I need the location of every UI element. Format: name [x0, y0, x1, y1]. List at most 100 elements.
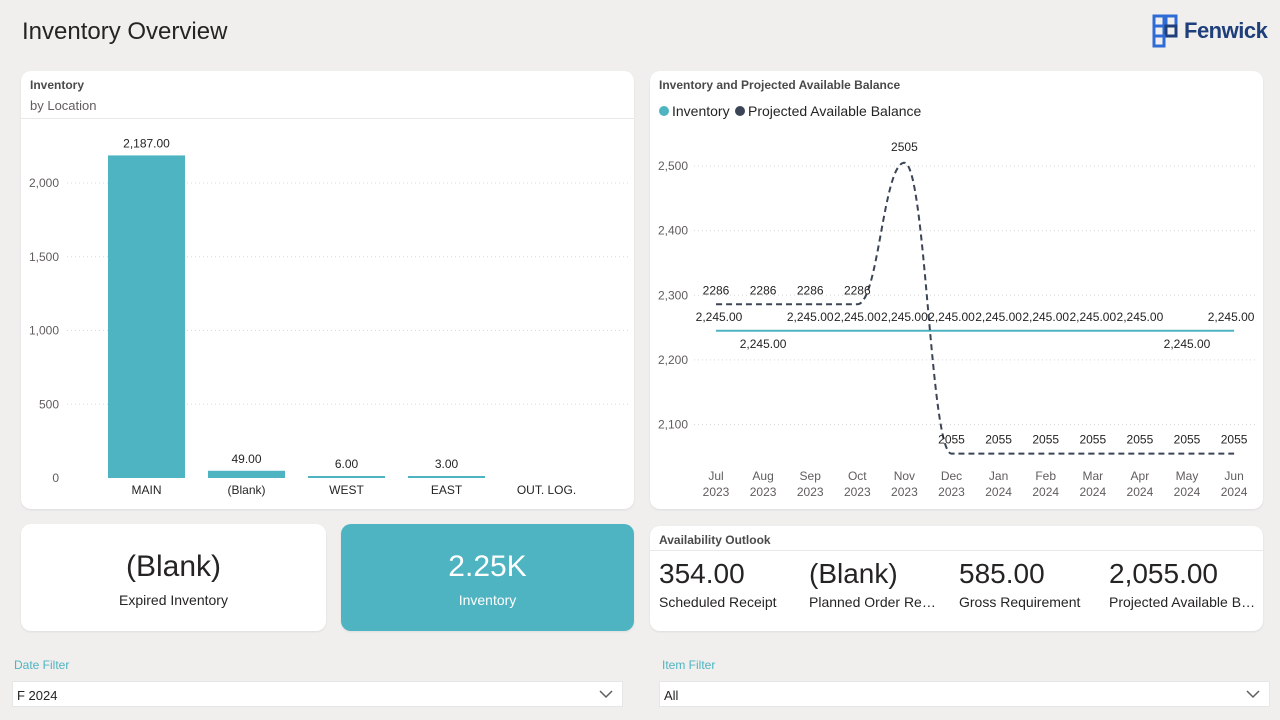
line-y-tick-label: 2,300: [658, 288, 688, 302]
line-x-tick-year: 2024: [1221, 485, 1248, 499]
projected-data-label: 2055: [938, 433, 965, 447]
legend-inventory-label: Inventory: [672, 103, 730, 119]
line-x-tick-month: Nov: [894, 469, 915, 483]
line-chart-title: Inventory and Projected Available Balanc…: [659, 78, 901, 92]
inventory-kpi-value: 2.25K: [448, 550, 527, 583]
outlook-divider: [650, 550, 1263, 551]
projected-data-label: 2286: [703, 283, 730, 297]
gross-requirement-kpi[interactable]: 585.00 Gross Requirement: [959, 558, 1099, 610]
line-y-tick-label: 2,200: [658, 353, 688, 367]
line-x-tick-month: Oct: [848, 469, 867, 483]
gross-requirement-value: 585.00: [959, 558, 1045, 589]
legend-projected-label: Projected Available Balance: [748, 103, 922, 119]
line-x-tick-month: Mar: [1082, 469, 1103, 483]
outlook-title: Availability Outlook: [659, 533, 771, 547]
scheduled-receipt-label: Scheduled Receipt: [659, 594, 777, 610]
inventory-data-label: 2,245.00: [975, 310, 1022, 324]
bar-y-tick-label: 2,000: [29, 176, 59, 190]
inventory-data-label: 2,245.00: [834, 310, 881, 324]
line-x-tick-year: 2023: [750, 485, 777, 499]
line-chart[interactable]: Inventory Projected Available Balance 2,10…: [650, 71, 1263, 509]
projected-balance-value: 2,055.00: [1109, 558, 1218, 589]
line-x-tick-month: Aug: [752, 469, 773, 483]
inventory-data-label: 2,245.00: [787, 310, 834, 324]
line-x-tick-month: Sep: [800, 469, 822, 483]
date-filter-value: F 2024: [17, 688, 58, 703]
projected-balance-kpi[interactable]: 2,055.00 Projected Available Balance: [1109, 558, 1259, 610]
bar-data-label: 2,187.00: [123, 136, 170, 150]
expired-inventory-label: Expired Inventory: [119, 592, 228, 608]
projected-data-label: 2286: [844, 283, 871, 297]
planned-order-receipt-label: Planned Order Receipt: [809, 594, 941, 610]
inventory-data-label: 2,245.00: [928, 310, 975, 324]
line-x-tick-year: 2023: [797, 485, 824, 499]
inventory-kpi-card[interactable]: 2.25K Inventory: [341, 524, 634, 631]
projected-data-label: 2055: [1221, 433, 1248, 447]
legend-inventory-marker: [659, 106, 669, 116]
inventory-by-location-card[interactable]: Inventory by Location 0 500 1,000 1,500 2,00…: [21, 71, 634, 509]
chevron-down-icon[interactable]: [1245, 687, 1261, 701]
line-x-tick-month: May: [1176, 469, 1199, 483]
line-x-tick-month: Apr: [1131, 469, 1150, 483]
expired-inventory-value: (Blank): [125, 550, 222, 583]
bar-data-label: 3.00: [435, 457, 459, 471]
bar-x-tick-label: (Blank): [227, 483, 265, 497]
inventory-projection-card[interactable]: Inventory and Projected Available Balanc…: [650, 71, 1263, 509]
logo-text: Fenwick: [1184, 18, 1268, 43]
projected-balance-label: Projected Available Balance: [1109, 594, 1259, 610]
line-x-tick-month: Jul: [708, 469, 723, 483]
bar-east: [408, 476, 485, 478]
date-filter-dropdown[interactable]: F 2024: [12, 681, 623, 707]
inventory-data-label: 2,245.00: [1208, 310, 1255, 324]
date-filter-label: Date Filter: [14, 658, 70, 672]
line-y-tick-label: 2,100: [658, 418, 688, 432]
bar-chart-subtitle: by Location: [30, 98, 97, 113]
bar-y-tick-label: 0: [52, 471, 59, 485]
item-filter-dropdown[interactable]: All: [659, 681, 1270, 707]
fenwick-logo-icon: [1152, 14, 1178, 48]
line-x-tick-year: 2024: [1079, 485, 1106, 499]
inventory-data-label: 2,245.00: [696, 310, 743, 324]
bar-x-tick-label: EAST: [431, 483, 463, 497]
planned-order-receipt-kpi[interactable]: (Blank) Planned Order Receipt: [809, 558, 949, 610]
bar-main: [108, 155, 185, 478]
projected-data-label: 2055: [1174, 433, 1201, 447]
bar-x-tick-label: WEST: [329, 483, 364, 497]
inventory-data-label: 2,245.00: [1069, 310, 1116, 324]
brand-logo: Fenwick: [1152, 14, 1268, 50]
inventory-data-label: 2,245.00: [1164, 337, 1211, 351]
projected-data-label: 2505: [891, 140, 918, 154]
bar-y-tick-label: 500: [39, 397, 59, 411]
bar-data-label: 49.00: [231, 452, 261, 466]
bar-chart[interactable]: 0 500 1,000 1,500 2,000 2,187.00 MAIN 49.00 (Bla…: [21, 71, 634, 509]
item-filter-value: All: [664, 688, 679, 703]
line-y-tick-label: 2,500: [658, 159, 688, 173]
projected-data-label: 2055: [985, 433, 1012, 447]
line-x-tick-year: 2024: [1032, 485, 1059, 499]
bar-west: [308, 476, 385, 478]
chevron-down-icon[interactable]: [598, 687, 614, 701]
gross-requirement-label: Gross Requirement: [959, 594, 1081, 610]
expired-inventory-card[interactable]: (Blank) Expired Inventory: [21, 524, 326, 631]
projected-data-label: 2286: [750, 283, 777, 297]
line-x-tick-year: 2023: [938, 485, 965, 499]
scheduled-receipt-kpi[interactable]: 354.00 Scheduled Receipt: [659, 558, 799, 610]
line-x-tick-year: 2024: [1127, 485, 1154, 499]
bar-chart-title: Inventory: [30, 78, 85, 92]
inventory-kpi-label: Inventory: [458, 592, 517, 608]
projected-data-label: 2055: [1079, 433, 1106, 447]
line-x-tick-year: 2023: [703, 485, 730, 499]
projected-data-label: 2286: [797, 283, 824, 297]
inventory-data-label: 2,245.00: [881, 310, 928, 324]
availability-outlook-card[interactable]: Availability Outlook 354.00 Scheduled Re…: [650, 526, 1263, 631]
projected-data-label: 2055: [1127, 433, 1154, 447]
bar-y-tick-label: 1,000: [29, 324, 59, 338]
bar-blank: [208, 470, 285, 478]
line-x-tick-month: Jan: [989, 469, 1008, 483]
inventory-data-label: 2,245.00: [1022, 310, 1069, 324]
inventory-data-label: 2,245.00: [740, 337, 787, 351]
bar-card-divider: [21, 118, 634, 119]
inventory-data-label: 2,245.00: [1117, 310, 1164, 324]
line-x-tick-month: Jun: [1224, 469, 1243, 483]
planned-order-receipt-value: (Blank): [809, 558, 898, 589]
